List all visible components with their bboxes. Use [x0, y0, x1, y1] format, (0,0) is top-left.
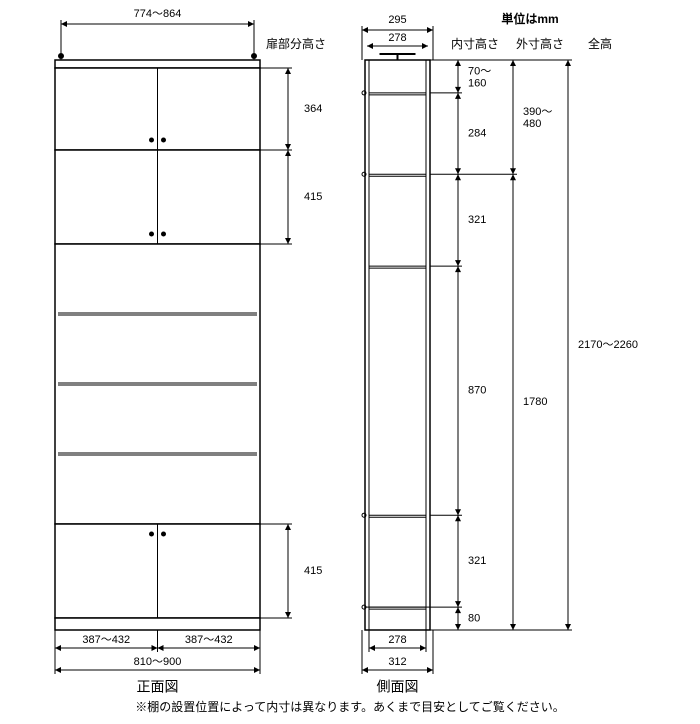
svg-text:390～: 390～ [523, 106, 552, 118]
svg-text:774～864: 774～864 [134, 8, 182, 20]
svg-text:321: 321 [468, 555, 486, 567]
svg-text:160: 160 [468, 77, 486, 89]
svg-text:810～900: 810～900 [134, 656, 182, 668]
svg-text:全高: 全高 [588, 36, 612, 51]
svg-text:2170～2260: 2170～2260 [578, 339, 638, 351]
svg-text:415: 415 [304, 191, 322, 203]
svg-text:70～: 70～ [468, 65, 491, 77]
svg-text:364: 364 [304, 103, 322, 115]
svg-text:単位はmm: 単位はmm [501, 11, 558, 26]
svg-text:312: 312 [388, 656, 406, 668]
svg-text:1780: 1780 [523, 396, 547, 408]
svg-text:※棚の設置位置によって内寸は異なります。あくまで目安としてご: ※棚の設置位置によって内寸は異なります。あくまで目安としてご覧ください。 [135, 699, 564, 714]
svg-text:278: 278 [388, 634, 406, 646]
svg-text:387～432: 387～432 [185, 634, 233, 646]
svg-text:278: 278 [388, 32, 406, 44]
svg-text:415: 415 [304, 565, 322, 577]
svg-text:480: 480 [523, 118, 541, 130]
svg-text:側面図: 側面図 [377, 679, 419, 695]
svg-text:内寸高さ: 内寸高さ [451, 36, 499, 51]
svg-text:外寸高さ: 外寸高さ [516, 36, 564, 51]
svg-text:扉部分高さ: 扉部分高さ [266, 36, 326, 51]
svg-text:正面図: 正面図 [137, 679, 179, 695]
svg-text:870: 870 [468, 385, 486, 397]
svg-text:284: 284 [468, 127, 486, 139]
svg-text:321: 321 [468, 214, 486, 226]
svg-text:80: 80 [468, 612, 480, 624]
svg-text:295: 295 [388, 14, 406, 26]
svg-text:387～432: 387～432 [82, 634, 130, 646]
